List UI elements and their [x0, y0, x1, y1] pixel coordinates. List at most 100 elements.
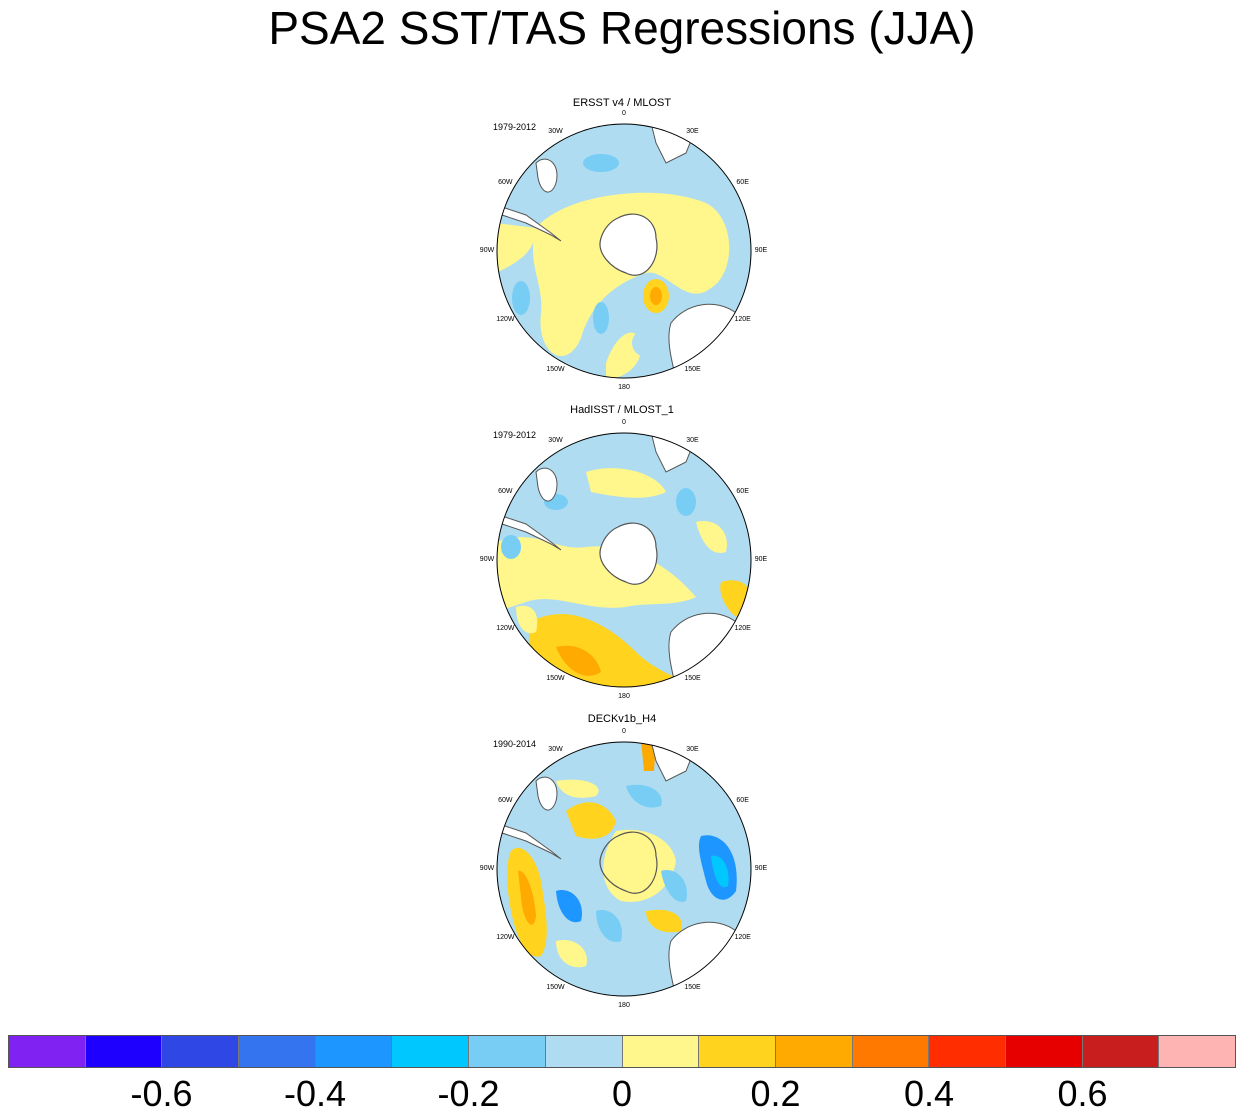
- longitude-label: 120W: [496, 933, 515, 941]
- colorbar: [8, 1035, 1236, 1068]
- longitude-label: 150W: [546, 365, 565, 373]
- longitude-label: 120E: [734, 624, 751, 632]
- anomaly-region: [556, 779, 599, 798]
- panel-2-period: 1979-2012: [493, 430, 537, 440]
- panel-3-title: DECKv1b_H4: [587, 713, 657, 725]
- anomaly-region: [556, 940, 587, 968]
- longitude-label: 120W: [496, 624, 515, 632]
- longitude-label: 90W: [479, 865, 495, 872]
- colorbar-box: [1159, 1036, 1235, 1067]
- longitude-label: 60E: [736, 178, 749, 186]
- anomaly-region: [626, 784, 662, 808]
- longitude-label: 150W: [546, 983, 565, 991]
- anomaly-region: [518, 870, 536, 925]
- longitude-label: 150E: [684, 365, 701, 373]
- anomaly-region: [501, 535, 521, 559]
- anomaly-region: [516, 605, 538, 634]
- colorbar-box: [162, 1036, 240, 1067]
- longitude-label: 150E: [684, 674, 701, 682]
- colorbar-box: [85, 1036, 163, 1067]
- longitude-label: 30E: [686, 437, 699, 445]
- longitude-label: 0: [622, 728, 626, 735]
- colorbar-box: [622, 1036, 700, 1067]
- anomaly-region: [566, 802, 616, 839]
- anomaly-region: [497, 223, 536, 273]
- longitude-label: 90W: [479, 247, 495, 254]
- longitude-label: 150W: [546, 674, 565, 682]
- colorbar-tick-label: 0.6: [1057, 1073, 1108, 1114]
- longitude-label: 60E: [736, 487, 749, 495]
- longitude-label: 120E: [734, 315, 751, 323]
- colorbar-box: [469, 1036, 546, 1067]
- longitude-label: 0: [622, 110, 626, 117]
- longitude-label: 120W: [496, 315, 515, 323]
- anomaly-region: [586, 468, 666, 498]
- panel-1-map: [496, 123, 752, 379]
- colorbar-box: [392, 1036, 470, 1067]
- colorbar-box: [315, 1036, 393, 1067]
- colorbar-tick-label: 0.2: [750, 1073, 801, 1114]
- anomaly-region: [696, 521, 727, 553]
- longitude-label: 30E: [686, 128, 699, 136]
- anomaly-region: [497, 537, 696, 612]
- anomaly-region: [646, 909, 682, 933]
- colorbar-box: [929, 1036, 1006, 1067]
- colorbar-tick-label: -0.6: [130, 1073, 193, 1114]
- longitude-label: 30E: [686, 746, 699, 754]
- colorbar-tick-label: -0.4: [283, 1073, 347, 1114]
- longitude-label: 150E: [684, 983, 701, 991]
- colorbar-tick-label: -0.2: [437, 1073, 500, 1114]
- anomaly-region: [512, 281, 530, 315]
- anomaly-region: [556, 645, 601, 676]
- longitude-label: 120E: [734, 933, 751, 941]
- land-mass: [599, 522, 658, 585]
- colorbar-box: [1082, 1036, 1160, 1067]
- anomaly-region: [711, 855, 729, 888]
- anomaly-region: [676, 488, 696, 516]
- longitude-label: 30W: [548, 746, 563, 754]
- longitude-label: 180: [618, 384, 630, 391]
- colorbar-box: [852, 1036, 930, 1067]
- anomaly-region: [556, 890, 582, 923]
- figure-title: PSA2 SST/TAS Regressions (JJA): [268, 2, 976, 54]
- colorbar-box: [699, 1036, 776, 1067]
- colorbar-tick-label: 0.4: [903, 1073, 955, 1114]
- panel-2-title: HadISST / MLOST_1: [570, 404, 674, 416]
- longitude-label: 180: [618, 693, 630, 700]
- anomaly-region: [596, 910, 622, 942]
- longitude-label: 60W: [498, 487, 513, 495]
- colorbar-box: [775, 1036, 853, 1067]
- colorbar-box: [545, 1036, 623, 1067]
- anomaly-region: [632, 329, 660, 357]
- anomaly-region: [650, 287, 662, 305]
- longitude-label: 0: [622, 419, 626, 426]
- colorbar-box: [239, 1036, 316, 1067]
- panel-2-map: [496, 432, 752, 688]
- longitude-label: 30W: [548, 437, 563, 445]
- anomaly-region: [661, 870, 687, 902]
- longitude-label: 90W: [479, 556, 495, 563]
- land-mass: [535, 776, 558, 811]
- colorbar-box: [1005, 1036, 1083, 1067]
- longitude-label: 90E: [754, 556, 768, 563]
- colorbar-tick-label: 0: [611, 1073, 633, 1114]
- anomaly-region: [603, 829, 676, 902]
- longitude-label: 60E: [736, 796, 749, 804]
- anomaly-region: [641, 742, 656, 771]
- longitude-label: 60W: [498, 796, 513, 804]
- panel-3-period: 1990-2014: [493, 739, 537, 749]
- longitude-label: 180: [618, 1002, 630, 1009]
- land-mass: [599, 213, 658, 276]
- panel-1-period: 1979-2012: [493, 122, 537, 132]
- longitude-label: 60W: [498, 178, 513, 186]
- panel-1-title: ERSST v4 / MLOST: [572, 97, 672, 109]
- land-mass: [599, 831, 658, 894]
- land-mass: [535, 158, 558, 193]
- longitude-label: 30W: [548, 128, 563, 136]
- anomaly-region: [593, 302, 609, 334]
- panel-3-map: [496, 741, 752, 997]
- colorbar-box: [9, 1036, 86, 1067]
- longitude-label: 90E: [754, 865, 768, 872]
- land-mass: [535, 467, 558, 502]
- anomaly-region: [583, 154, 619, 172]
